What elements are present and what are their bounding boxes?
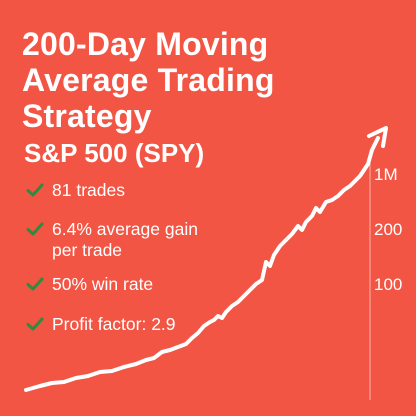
- stat-label: 6.4% average gain per trade: [52, 219, 198, 260]
- page-title: 200-Day Moving Average Trading Strategy: [22, 26, 275, 134]
- axis-label-200: 200: [374, 220, 403, 239]
- stat-label: 50% win rate: [52, 274, 154, 294]
- ticker-subtitle: S&P 500 (SPY): [24, 138, 205, 168]
- arrow-head-icon: [367, 126, 388, 148]
- check-icon: [26, 183, 44, 197]
- axis-label-1m: 1M: [374, 165, 398, 184]
- check-icon: [26, 277, 44, 291]
- check-icon: [26, 317, 44, 331]
- axis-label-100: 100: [374, 275, 403, 294]
- equity-curve-line: [24, 136, 380, 392]
- check-icon: [26, 222, 44, 236]
- stat-label: Profit factor: 2.9: [52, 314, 176, 334]
- stat-label: 81 trades: [52, 180, 125, 200]
